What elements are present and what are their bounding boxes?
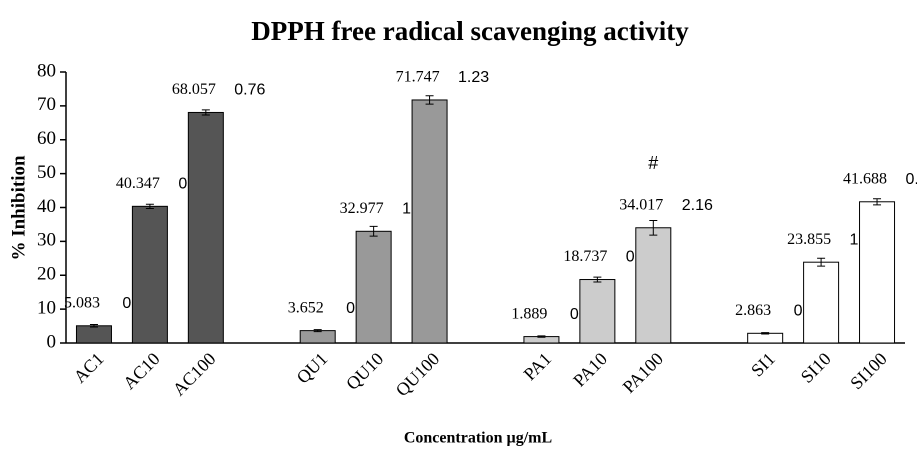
y-tick-label: 50 [37, 162, 56, 183]
error-label: 0.76 [234, 82, 265, 99]
error-bar [761, 332, 770, 335]
error-bar [537, 335, 546, 338]
error-bar [425, 95, 434, 105]
x-tick-label: SI10 [797, 349, 835, 387]
value-label: 34.017 [619, 196, 663, 213]
value-label: 3.652 [288, 299, 324, 316]
chart-title: DPPH free radical scavenging activity [251, 16, 689, 46]
y-tick-label: 70 [37, 94, 56, 115]
error-bar [145, 203, 154, 209]
error-label: 0.91 [905, 171, 917, 188]
y-axis-label: % Inhibition [8, 155, 29, 261]
value-label: 5.083 [64, 294, 100, 311]
error-bar [873, 198, 882, 206]
value-label: 68.057 [172, 81, 216, 98]
bar [579, 279, 616, 344]
y-tick-label: 40 [37, 196, 56, 217]
bar [355, 230, 392, 344]
bar [131, 205, 168, 344]
x-tick-label: SI1 [747, 349, 779, 381]
bar [411, 99, 448, 344]
bar [747, 332, 784, 344]
x-tick-label: QU100 [392, 349, 444, 401]
x-tick-label: SI100 [846, 349, 891, 394]
error-bar [89, 324, 98, 328]
x-tick-label: PA1 [520, 349, 556, 385]
y-tick-label: 30 [37, 230, 56, 251]
x-tick-label: PA100 [619, 349, 667, 397]
value-label: 41.688 [843, 170, 887, 187]
x-tick-label: AC10 [119, 349, 164, 394]
y-tick-label: 0 [47, 331, 57, 352]
bar [187, 111, 224, 344]
bar [299, 330, 336, 344]
bar [75, 325, 112, 344]
error-bar [313, 329, 322, 333]
value-label: 1.889 [511, 305, 547, 322]
x-tick-label: QU1 [293, 349, 332, 388]
y-tick-label: 60 [37, 128, 56, 149]
value-label: 40.347 [116, 175, 160, 192]
bar [859, 201, 896, 344]
y-tick-label: 20 [37, 264, 56, 285]
bar [635, 227, 672, 344]
x-tick-label: AC100 [169, 349, 220, 400]
x-tick-label: PA10 [569, 349, 611, 391]
annotation: # [648, 153, 658, 173]
value-label: 18.737 [563, 248, 607, 265]
error-bar [201, 109, 210, 116]
x-tick-label: AC1 [70, 349, 108, 387]
error-bar [369, 225, 378, 237]
value-label: 32.977 [340, 200, 384, 217]
error-label: 1.23 [458, 69, 489, 86]
error-label: 2.16 [682, 197, 713, 214]
error-bar [593, 276, 602, 283]
value-label: 23.855 [787, 231, 831, 248]
value-label: 71.747 [396, 69, 440, 86]
bar [803, 261, 840, 344]
error-bar [649, 219, 658, 236]
x-tick-label: QU10 [342, 349, 387, 394]
y-tick-label: 10 [37, 297, 56, 318]
value-label: 2.863 [735, 302, 771, 319]
y-tick-label: 80 [37, 60, 56, 81]
x-axis-label: Concentration µg/mL [404, 430, 552, 447]
error-bar [817, 257, 826, 267]
